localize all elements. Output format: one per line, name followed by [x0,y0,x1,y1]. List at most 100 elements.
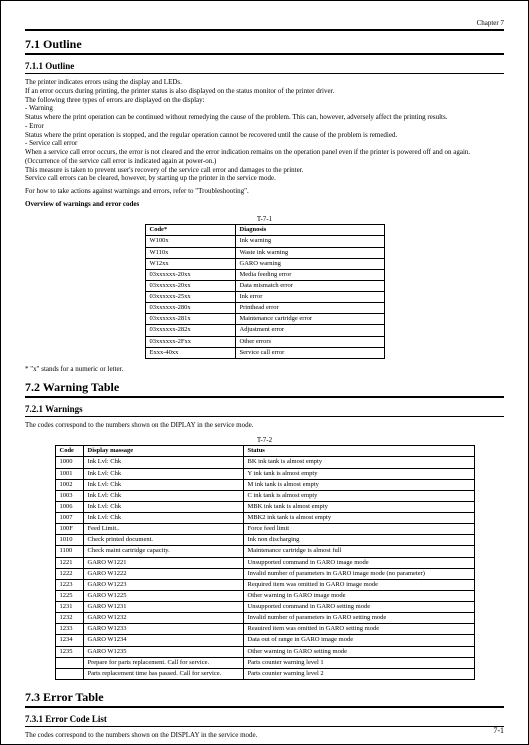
section-7-3-1-title: 7.3.1 Error Code List [25,714,504,727]
outline-p1: The printer indicates errors using the d… [25,78,504,87]
table-row: 1006Ink Lvl: ChkMBK ink tank is almost e… [55,501,474,512]
table-row: W100xInk warning [145,236,384,247]
table-cell: 1234 [55,635,83,646]
table-row: 1235GARO W1235Other warning in GARO sett… [55,646,474,657]
outline-b1d: Status where the print operation can be … [25,113,504,122]
table-cell [55,657,83,668]
t1-h0: Code* [145,225,235,236]
table-cell: W12xx [145,258,235,269]
table-cell: GARO W1222 [83,568,243,579]
table-cell: Ink Lvl: Chk [83,513,243,524]
table-cell: Data mismatch error [235,280,384,291]
table-cell: GARO W1225 [83,590,243,601]
section-7-1-title: 7.1 Outline [25,37,504,55]
table-cell: 03xxxxxx-280x [145,303,235,314]
table-row: 1003Ink Lvl: ChkC ink tank is almost emp… [55,490,474,501]
table-cell: Force feed limit [243,524,474,535]
table-cell: Ink non discharging [243,535,474,546]
table-cell: Invalid number of parameters in GARO ima… [243,568,474,579]
table-row: Prepare for parts replacement. Call for … [55,657,474,668]
table-row: 1223GARO W1223Required item was omitted … [55,579,474,590]
table-cell: Maintenance cartridge is almost full [243,546,474,557]
table-cell: 1222 [55,568,83,579]
table-cell: MBK ink tank is almost empty [243,501,474,512]
table-cell: 100F [55,524,83,535]
outline-p2: If an error occurs during printing, the … [25,87,504,96]
outline-b3d3: Service call errors can be cleared, howe… [25,174,504,183]
table-cell: Adjustment error [235,325,384,336]
table-cell: GARO W1234 [83,635,243,646]
table-cell: GARO W1223 [83,579,243,590]
table-cell: GARO W1231 [83,602,243,613]
t2-h0: Code [55,446,83,457]
table-cell: 1223 [55,579,83,590]
table-cell [55,668,83,679]
table-cell: GARO W1233 [83,624,243,635]
chapter-header: Chapter 7 [25,19,504,31]
t2-h1: Display massage [83,446,243,457]
page-number: 7-1 [493,726,504,736]
table-row: 03xxxxxx-20xxMedia feeding error [145,269,384,280]
table-cell: Ink Lvl: Chk [83,479,243,490]
table-cell: GARO W1232 [83,613,243,624]
table-cell: 1233 [55,624,83,635]
outline-b3d2: This measure is taken to prevent user's … [25,166,504,175]
table-cell: 03xxxxxx-282x [145,325,235,336]
warning-table: Code Display massage Status 1000Ink Lvl:… [55,445,475,680]
table-cell: 03xxxxxx-281x [145,314,235,325]
table-cell: Ink warning [235,236,384,247]
table-cell: 1001 [55,468,83,479]
table-row: 1222GARO W1222Invalid number of paramete… [55,568,474,579]
table-row: 1234GARO W1234Data out of range in GARO … [55,635,474,646]
outline-body: The printer indicates errors using the d… [25,78,504,209]
outline-b2: - Error [25,122,504,131]
table-row: 1007Ink Lvl: ChkMBK2 ink tank is almost … [55,513,474,524]
table-cell: Other warning in GARO setting mode [243,646,474,657]
table-cell: Waste ink warning [235,247,384,258]
outline-b1: - Warning [25,104,504,113]
table-cell: C ink tank is almost empty [243,490,474,501]
table-cell: Other warning in GARO image mode [243,590,474,601]
table-cell: GARO warning [235,258,384,269]
table-row: 1225GARO W1225Other warning in GARO imag… [55,590,474,601]
table-cell: Reauired item was omitted in GARO settin… [243,624,474,635]
section-7-2-1-title: 7.2.1 Warnings [25,404,504,417]
overview-heading: Overview of warnings and error codes [25,200,504,209]
table2-caption: T-7-2 [25,436,504,445]
table-cell: Service call error [235,347,384,358]
table-cell: Y ink tank is almost empty [243,468,474,479]
table-cell: Ink Lvl: Chk [83,468,243,479]
table-cell: 03xxxxxx-20xx [145,280,235,291]
section-7-3-title: 7.3 Error Table [25,690,504,708]
table-row: 1100Check maint cartridge capacity.Maint… [55,546,474,557]
outline-b3: - Service call error [25,139,504,148]
table-cell: 1100 [55,546,83,557]
table-cell: Exxx-40xx [145,347,235,358]
table-row: 1232GARO W1232Invalid number of paramete… [55,613,474,624]
table-cell: 1232 [55,613,83,624]
table-cell: 1000 [55,457,83,468]
table-row: W110xWaste ink warning [145,247,384,258]
table-cell: Media feeding error [235,269,384,280]
footnote-x: * "x" stands for a numeric or letter. [25,365,504,374]
table-cell: 1007 [55,513,83,524]
table-cell: Parts counter warning level 1 [243,657,474,668]
table-row: 1002Ink Lvl: ChkM ink tank is almost emp… [55,479,474,490]
outline-p3: The following three types of errors are … [25,96,504,105]
table-row: 03xxxxxx-282xAdjustment error [145,325,384,336]
table-cell: 1003 [55,490,83,501]
table-cell: 03xxxxxx-2Fxx [145,336,235,347]
section-7-2-title: 7.2 Warning Table [25,380,504,398]
table-cell: 1221 [55,557,83,568]
table1-caption: T-7-1 [25,215,504,224]
table-cell: M ink tank is almost empty [243,479,474,490]
warnings-intro: The codes correspond to the numbers show… [25,421,504,430]
t2-h2: Status [243,446,474,457]
table-cell: Ink Lvl: Chk [83,501,243,512]
section-7-1-1-title: 7.1.1 Outline [25,61,504,74]
table-cell: Data out of range in GARO image mode [243,635,474,646]
t1-h1: Diagnosis [235,225,384,236]
table-cell: GARO W1235 [83,646,243,657]
table-row: 1233GARO W1233Reauired item was omitted … [55,624,474,635]
table-cell: Printhead error [235,303,384,314]
